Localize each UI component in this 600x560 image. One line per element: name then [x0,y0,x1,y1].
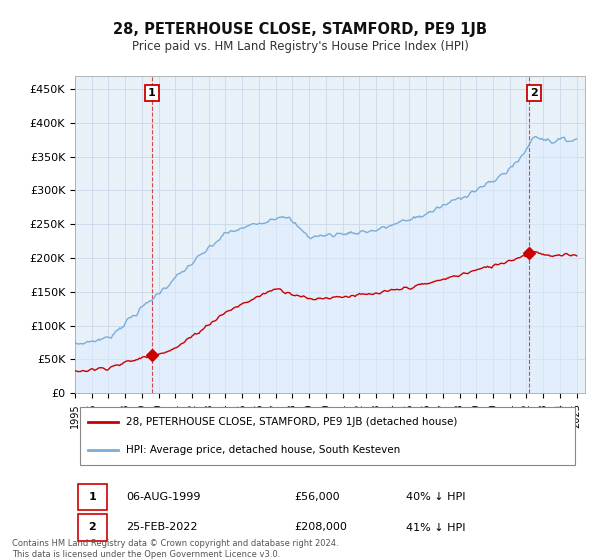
Text: £56,000: £56,000 [294,492,340,502]
Text: 28, PETERHOUSE CLOSE, STAMFORD, PE9 1JB: 28, PETERHOUSE CLOSE, STAMFORD, PE9 1JB [113,22,487,38]
Text: 25-FEB-2022: 25-FEB-2022 [126,522,197,533]
Text: 2: 2 [530,88,538,98]
FancyBboxPatch shape [77,484,107,510]
Text: 06-AUG-1999: 06-AUG-1999 [126,492,200,502]
Text: HPI: Average price, detached house, South Kesteven: HPI: Average price, detached house, Sout… [126,445,400,455]
FancyBboxPatch shape [80,407,575,465]
Text: Contains HM Land Registry data © Crown copyright and database right 2024.
This d: Contains HM Land Registry data © Crown c… [12,539,338,559]
Text: 41% ↓ HPI: 41% ↓ HPI [407,522,466,533]
FancyBboxPatch shape [77,514,107,541]
Text: £208,000: £208,000 [294,522,347,533]
Text: Price paid vs. HM Land Registry's House Price Index (HPI): Price paid vs. HM Land Registry's House … [131,40,469,53]
Text: 28, PETERHOUSE CLOSE, STAMFORD, PE9 1JB (detached house): 28, PETERHOUSE CLOSE, STAMFORD, PE9 1JB … [126,417,457,427]
Text: 1: 1 [148,88,156,98]
Text: 1: 1 [88,492,96,502]
Text: 2: 2 [88,522,96,533]
Text: 40% ↓ HPI: 40% ↓ HPI [407,492,466,502]
